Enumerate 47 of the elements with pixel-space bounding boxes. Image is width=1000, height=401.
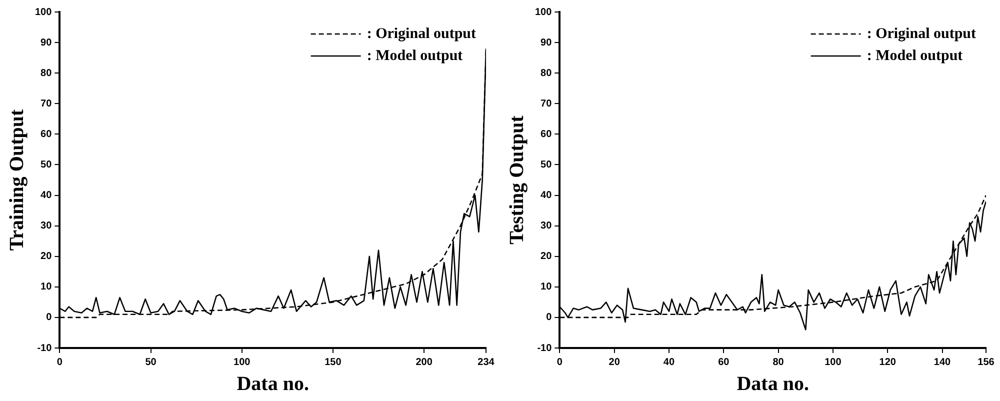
y-axis-title: Training Output — [6, 108, 28, 251]
y-tick-label: 10 — [40, 282, 52, 293]
x-tick-label: 80 — [772, 356, 784, 368]
y-tick-label: 90 — [40, 37, 52, 48]
y-tick-label: -10 — [37, 342, 52, 354]
x-tick-label: 60 — [718, 356, 730, 368]
y-tick-label: 100 — [34, 6, 52, 18]
y-tick-label: 40 — [40, 190, 52, 202]
y-tick-label: 30 — [540, 220, 552, 232]
y-tick-label: 50 — [540, 159, 552, 170]
y-tick-label: 90 — [540, 37, 552, 48]
x-tick-label: 200 — [416, 356, 433, 368]
y-tick-label: 70 — [540, 98, 552, 110]
x-tick-label: 20 — [608, 356, 620, 368]
x-tick-label: 140 — [934, 356, 952, 368]
x-axis-title: Data no. — [736, 373, 809, 396]
legend-label: : Model output — [866, 48, 963, 64]
x-tick-label: 0 — [56, 356, 63, 368]
y-tick-label: 70 — [40, 98, 52, 110]
x-tick-label: 40 — [663, 356, 675, 368]
x-axis-title: Data no. — [236, 373, 309, 396]
y-tick-label: 10 — [540, 282, 552, 293]
x-tick-label: 234 — [478, 356, 495, 368]
y-tick-label: 30 — [40, 220, 52, 232]
x-tick-label: 100 — [234, 356, 251, 368]
x-tick-label: 120 — [879, 356, 896, 368]
y-tick-label: 60 — [540, 128, 552, 140]
y-tick-label: 0 — [46, 312, 52, 324]
x-tick-label: 50 — [145, 356, 157, 368]
legend-label: : Model output — [366, 48, 463, 64]
y-tick-label: 20 — [540, 251, 552, 262]
x-tick-label: 150 — [324, 356, 342, 368]
y-tick-label: 80 — [40, 68, 52, 79]
y-tick-label: 60 — [40, 128, 52, 140]
y-tick-label: 20 — [40, 251, 52, 262]
x-tick-label: 156 — [978, 356, 995, 368]
legend-label: : Original output — [866, 26, 976, 42]
y-tick-label: 50 — [40, 159, 52, 170]
y-tick-label: 80 — [540, 68, 552, 79]
y-tick-label: 40 — [540, 190, 552, 202]
y-tick-label: -10 — [537, 342, 552, 354]
y-axis-title: Testing Output — [506, 115, 528, 244]
x-tick-label: 0 — [556, 356, 563, 368]
legend-label: : Original output — [366, 26, 476, 42]
y-tick-label: 0 — [546, 312, 552, 324]
x-tick-label: 100 — [824, 356, 842, 368]
y-tick-label: 100 — [534, 6, 552, 18]
